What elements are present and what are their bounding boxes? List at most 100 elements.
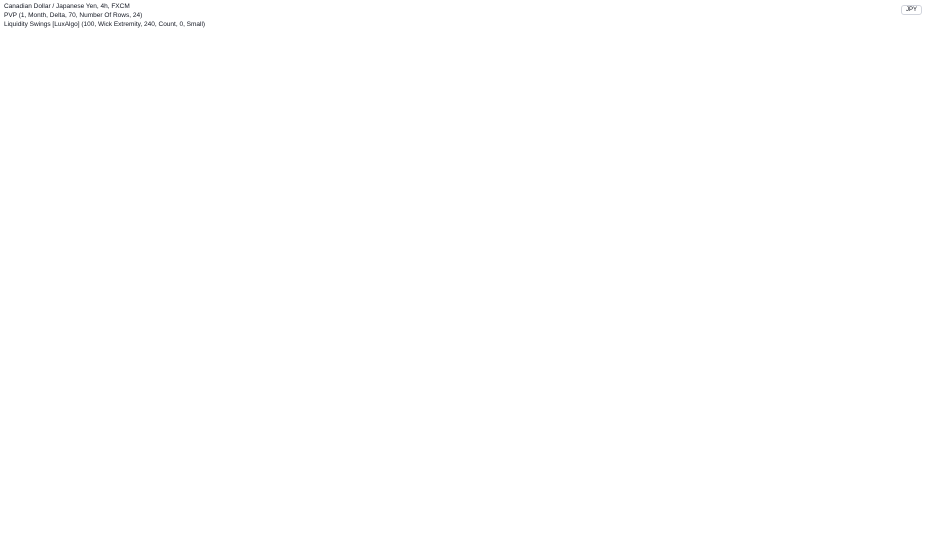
- profile-value-label: 5.08K: [323, 284, 334, 289]
- volume-profile-bar: [60, 202, 85, 206]
- volume-profile-bar: [198, 378, 220, 392]
- candle-body: [511, 133, 515, 157]
- annotation-quarter-high: Quarter High: [423, 167, 452, 173]
- volume-profile-bar: [198, 219, 227, 233]
- candle-body: [326, 298, 330, 317]
- profile-value-label: 3.648K: [201, 486, 219, 492]
- profile-value-label: 2.48K: [323, 313, 334, 318]
- profile-value-label: 4.12K: [323, 294, 334, 299]
- x-tick-label: 2024: [316, 540, 328, 546]
- callout-value: 104.204: [324, 504, 346, 510]
- candle-body: [182, 288, 186, 302]
- candle-body: [413, 197, 418, 228]
- profile-value-label: 3.64K: [201, 474, 216, 480]
- profile-value-label: 3.30K: [323, 303, 334, 308]
- indicator-pvp-label[interactable]: PVP (1, Month, Delta, 70, Number Of Rows…: [4, 12, 143, 19]
- candle-body: [382, 246, 387, 280]
- x-tick-label: 25: [686, 540, 692, 546]
- candle-body: [27, 222, 32, 238]
- profile-value-label: 14.30K: [201, 362, 219, 368]
- profile-value-label: 7.60K: [323, 256, 334, 261]
- profile-value-label: 4.172K: [201, 437, 219, 443]
- profile-value-label: 25.127K: [201, 338, 222, 344]
- callout-value: 110.666: [400, 177, 421, 183]
- callout-leader: [351, 150, 373, 159]
- candle-body: [464, 209, 469, 233]
- price-badge-value: 110.402: [910, 185, 929, 191]
- bullish-block-line: - Quarter's Area: [620, 317, 654, 323]
- volume-profile-bar: [320, 336, 366, 345]
- candle-body: [58, 231, 63, 255]
- candle-body: [351, 236, 356, 258]
- candle-body: [120, 192, 125, 203]
- y-tick-label: 111.000: [912, 150, 931, 156]
- x-tick-label: 22: [781, 540, 787, 546]
- volume-profile-bar: [60, 224, 94, 228]
- level-label: Bearish/ Break Confirmation: [769, 181, 832, 187]
- candle-body: [187, 288, 191, 295]
- x-tick-label: 18: [655, 540, 661, 546]
- y-tick-label: 113.000: [912, 57, 931, 63]
- candle-body: [279, 298, 284, 317]
- candle-body: [454, 254, 459, 260]
- volume-profile-bar: [456, 165, 479, 170]
- projection-arrow: [589, 200, 625, 270]
- candle-body: [387, 229, 392, 248]
- bearish-block-line: Bearish Break: [646, 104, 677, 110]
- candle-body: [341, 244, 346, 263]
- volume-profile-bar: [456, 190, 501, 194]
- currency-badge[interactable]: JPY: [900, 5, 922, 15]
- profile-value-label: 12.95K: [201, 375, 219, 381]
- volume-profile-bar: [456, 169, 502, 174]
- price-badge: [906, 504, 932, 514]
- candle-body: [254, 323, 258, 346]
- price-badge-value: 108.818: [909, 264, 928, 270]
- candle-body: [310, 362, 315, 403]
- candle-body: [290, 310, 294, 324]
- candle-body: [459, 231, 464, 260]
- volume-profile-bar: [320, 311, 337, 320]
- volume-profile-bar: [320, 345, 355, 354]
- bullish-block-line: Bullish Reversal: [620, 267, 655, 273]
- profile-value-label: 2.662K: [323, 275, 336, 280]
- candle-body: [516, 133, 521, 152]
- candle-body: [63, 219, 68, 233]
- candle-body: [79, 244, 83, 253]
- profile-value-label: 4.950K: [323, 218, 336, 223]
- volume-profile-bar: [60, 218, 95, 222]
- volume-profile-bar: [456, 202, 473, 207]
- volume-profile-bar: [456, 198, 504, 203]
- candle-body: [526, 138, 531, 174]
- y-tick-label: 106.400: [912, 383, 932, 389]
- price-badge-value: 110.808: [910, 164, 929, 170]
- y-tick-label: 106.000: [912, 406, 932, 412]
- indicator-liquidity-label[interactable]: Liquidity Swings [LuxAlgo] (100, Wick Ex…: [4, 21, 206, 28]
- annotation-month-low: Month Low: [328, 400, 351, 405]
- profile-value-label: 3.560K: [201, 251, 219, 257]
- bearish-block-line: - Pattern Break: [644, 138, 677, 144]
- candle-body: [305, 382, 310, 403]
- y-tick-label: 113.500: [912, 34, 931, 40]
- volume-profile-bar: [456, 177, 497, 182]
- candle-body: [233, 377, 238, 393]
- y-tick-label: 104.800: [912, 476, 932, 482]
- volume-profile-bar: [60, 243, 82, 247]
- annotation-choch: Choch: [437, 268, 452, 274]
- x-tick-label: 22: [406, 540, 412, 546]
- price-badge-countdown: 79:21: [913, 199, 925, 204]
- accumulation-zone: [320, 210, 905, 351]
- bullish-block-line: Reasons: [620, 278, 640, 284]
- candle-body: [228, 377, 233, 413]
- y-tick-label: 105.700: [912, 429, 932, 435]
- candle-body: [547, 133, 551, 159]
- volume-profile-bar: [198, 312, 214, 326]
- candle-body: [567, 145, 572, 167]
- candle-body: [542, 133, 546, 152]
- y-tick-label: 109.200: [912, 243, 932, 249]
- volume-profile-bar: [60, 237, 88, 241]
- bullish-block-line: - Fibo Golden: [620, 312, 649, 318]
- volume-profile-bar: [198, 246, 229, 260]
- volume-profile-bar: [456, 173, 488, 178]
- annotation-trend: 3 Months Up-Trend Line: [402, 292, 439, 331]
